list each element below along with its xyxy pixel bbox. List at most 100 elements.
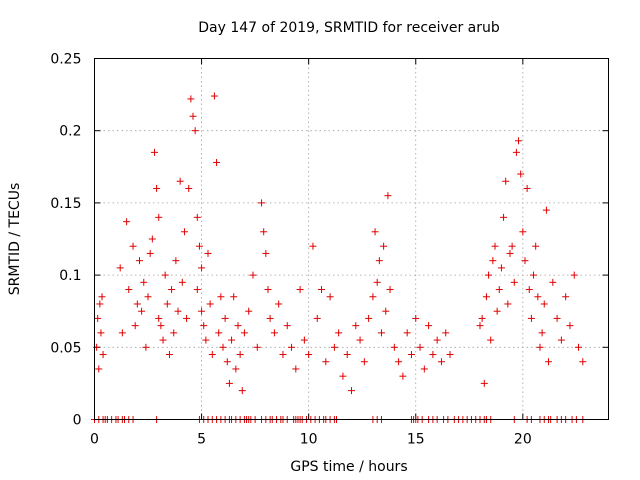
data-point: [260, 228, 268, 236]
x-axis-label: GPS time / hours: [290, 459, 407, 475]
data-point: [442, 329, 450, 337]
data-point: [579, 358, 587, 366]
data-point: [200, 322, 208, 330]
y-axis-label: SRMTID / TECUs: [7, 183, 23, 296]
data-point: [545, 358, 553, 366]
data-point: [382, 307, 390, 315]
data-point: [165, 351, 173, 359]
data-point: [258, 199, 266, 207]
data-point: [204, 249, 212, 257]
data-point: [429, 351, 437, 359]
data-point: [163, 300, 171, 308]
data-point: [549, 278, 557, 286]
data-point: [530, 271, 538, 279]
data-point: [446, 351, 454, 359]
y-tick-label: 0.25: [50, 52, 81, 68]
data-point: [296, 286, 304, 294]
y-tick-label: 0.1: [59, 268, 81, 284]
data-point: [487, 336, 495, 344]
data-point: [384, 192, 392, 200]
data-point: [94, 314, 102, 322]
data-point: [236, 351, 244, 359]
data-point: [348, 387, 355, 395]
data-point: [96, 300, 104, 308]
x-tick-labels: 0 5 10 15 20: [90, 432, 532, 448]
data-point: [433, 336, 441, 344]
data-point: [566, 322, 574, 330]
x-tick-label: 15: [407, 432, 425, 448]
data-point: [343, 351, 351, 359]
data-point: [118, 329, 126, 337]
data-point: [407, 351, 415, 359]
y-tick-label: 0: [73, 413, 82, 429]
data-point: [510, 278, 518, 286]
data-point: [491, 242, 499, 250]
data-point: [133, 300, 141, 308]
data-point: [264, 286, 272, 294]
data-point: [485, 271, 493, 279]
data-point: [373, 278, 381, 286]
data-point: [480, 379, 488, 387]
data-point: [352, 322, 360, 330]
data-point: [532, 242, 540, 250]
data-point: [527, 314, 535, 322]
x-tick-label: 0: [90, 432, 99, 448]
data-point: [125, 286, 133, 294]
data-point: [500, 213, 508, 221]
data-point: [187, 95, 195, 103]
data-point: [369, 293, 377, 301]
data-point: [140, 278, 148, 286]
data-point: [437, 358, 445, 366]
data-point: [217, 293, 225, 301]
data-point: [189, 112, 197, 120]
data-point: [330, 343, 338, 351]
data-point: [275, 300, 283, 308]
y-tick-labels: 0 0.05 0.1 0.15 0.2 0.25: [50, 52, 81, 429]
data-point: [213, 158, 221, 166]
data-point: [339, 372, 347, 380]
data-point: [230, 293, 238, 301]
data-point: [262, 249, 270, 257]
grid-lines: [94, 58, 609, 420]
data-point: [191, 127, 199, 135]
data-point: [300, 336, 308, 344]
data-point: [183, 314, 191, 322]
chart-title: Day 147 of 2019, SRMTID for receiver aru…: [198, 20, 500, 36]
data-point: [326, 293, 334, 301]
data-point: [515, 137, 523, 145]
data-point: [322, 358, 330, 366]
data-point: [502, 177, 510, 185]
data-point: [180, 228, 188, 236]
data-point: [123, 218, 131, 226]
data-point: [512, 148, 520, 156]
data-point: [403, 329, 411, 337]
data-point: [174, 307, 182, 315]
data-point: [416, 343, 424, 351]
data-point: [575, 343, 583, 351]
data-point: [172, 257, 180, 265]
data-point: [176, 177, 184, 185]
data-point: [144, 293, 152, 301]
data-point: [504, 300, 512, 308]
data-point: [219, 343, 227, 351]
data-point: [412, 314, 420, 322]
data-point: [159, 336, 167, 344]
data-point: [318, 286, 326, 294]
data-point: [157, 322, 165, 330]
data-point: [155, 213, 163, 221]
data-point: [155, 314, 163, 322]
data-point: [476, 322, 484, 330]
plot-frame: [94, 58, 609, 420]
data-point: [170, 329, 178, 337]
data-point: [195, 242, 203, 250]
y-tick-label: 0.15: [50, 196, 81, 212]
data-point: [234, 322, 242, 330]
data-point: [497, 264, 505, 272]
x-tick-label: 10: [300, 432, 318, 448]
data-point: [288, 343, 296, 351]
x-tick-label: 5: [197, 432, 206, 448]
data-point: [399, 372, 407, 380]
data-point: [146, 249, 154, 257]
data-point: [228, 336, 236, 344]
data-point: [223, 358, 231, 366]
